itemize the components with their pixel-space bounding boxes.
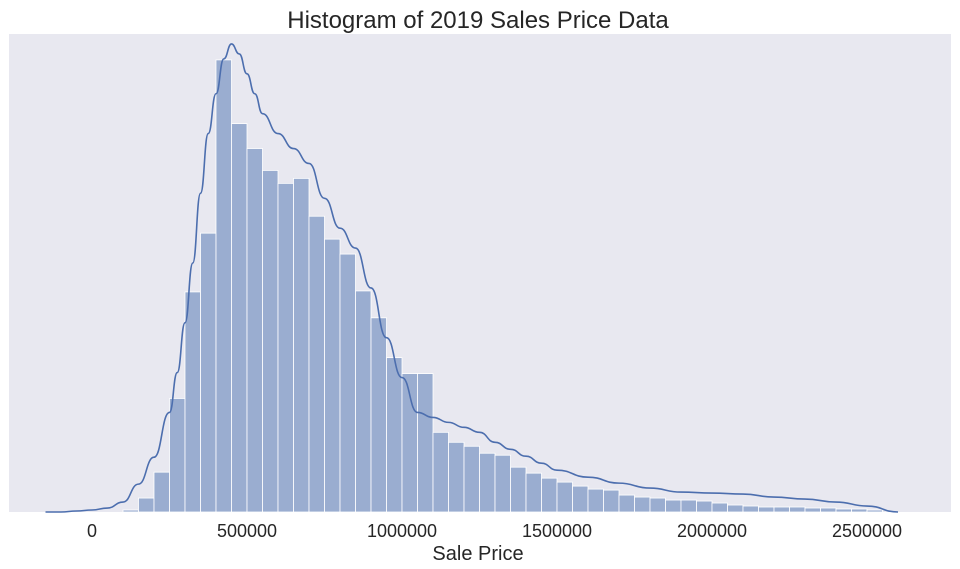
histogram-bar	[866, 509, 883, 513]
histogram-bars	[122, 59, 883, 513]
histogram-bar	[262, 170, 279, 513]
histogram-bar	[246, 148, 263, 513]
x-tick-label: 1500000	[522, 521, 592, 541]
histogram-bar	[804, 507, 821, 513]
histogram-bar	[153, 471, 170, 513]
histogram-bar	[603, 489, 620, 513]
chart-title: Histogram of 2019 Sales Price Data	[287, 7, 669, 34]
histogram-bar	[386, 357, 403, 513]
histogram-bar	[820, 507, 837, 513]
histogram-bar	[696, 500, 713, 513]
x-tick-label: 500000	[217, 521, 277, 541]
histogram-bar	[200, 232, 217, 513]
histogram-bar	[293, 177, 310, 513]
histogram-bar	[169, 398, 186, 513]
histogram-bar	[184, 291, 201, 513]
histogram-bar	[463, 445, 480, 513]
x-tick-label: 1000000	[367, 521, 437, 541]
histogram-bar	[432, 431, 449, 513]
histogram-bar	[355, 290, 372, 513]
histogram-bar	[308, 215, 325, 513]
x-tick-label: 0	[87, 521, 97, 541]
histogram-bar	[525, 472, 542, 513]
histogram-bar	[835, 508, 852, 513]
kde-density-curve	[45, 43, 899, 513]
x-axis-label: Sale Price	[432, 543, 523, 565]
histogram-bar	[680, 499, 697, 513]
histogram-bar	[324, 238, 341, 513]
histogram-bar	[138, 497, 155, 513]
histogram-bar	[370, 317, 387, 513]
histogram-bar	[556, 481, 573, 513]
histogram-bar	[417, 373, 434, 513]
histogram-bar	[789, 506, 806, 513]
x-axis-ticks: 0 500000 1000000 1500000 2000000 2500000	[87, 521, 902, 541]
histogram-bar	[773, 506, 790, 513]
histogram-bar	[479, 452, 496, 513]
histogram-bar	[649, 497, 666, 513]
plot-area	[9, 34, 951, 512]
histogram-bar	[448, 441, 465, 513]
histogram-bar	[665, 499, 682, 513]
histogram-bar	[122, 509, 139, 513]
histogram-bar	[231, 123, 248, 513]
x-tick-label: 2000000	[677, 521, 747, 541]
histogram-bar	[711, 502, 728, 513]
histogram-bar	[510, 466, 527, 513]
histogram-bar	[572, 485, 589, 513]
histogram-bar	[494, 454, 511, 513]
histogram-bar	[215, 59, 232, 513]
histogram-bar	[277, 182, 294, 513]
histogram-bar	[727, 504, 744, 513]
histogram-bar	[339, 253, 356, 513]
histogram-bar	[634, 496, 651, 513]
histogram-bar	[742, 505, 759, 513]
histogram-bar	[541, 477, 558, 513]
histogram-bar	[618, 494, 635, 513]
histogram-bar	[851, 508, 868, 513]
histogram-bar	[758, 506, 775, 513]
histogram-bar	[587, 488, 604, 513]
x-tick-label: 2500000	[832, 521, 902, 541]
